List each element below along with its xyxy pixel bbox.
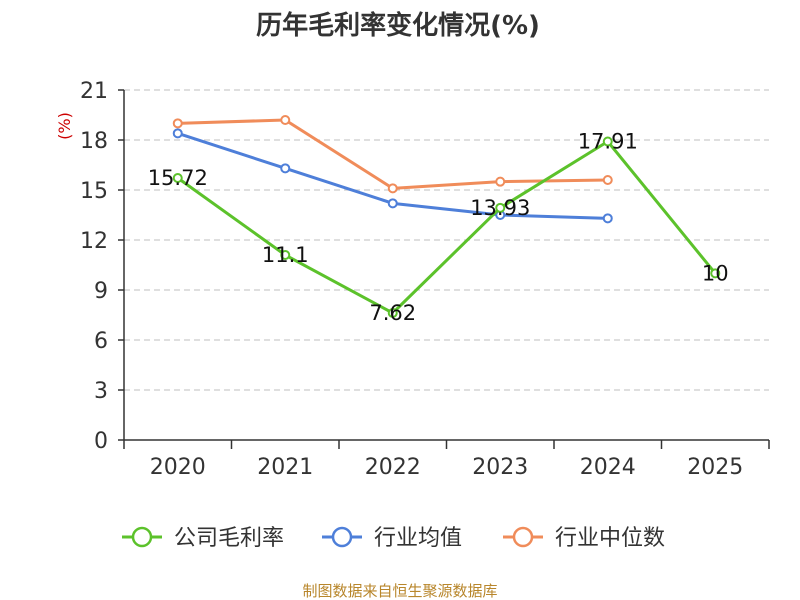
data-point bbox=[387, 183, 398, 194]
data-point bbox=[387, 198, 398, 209]
legend-swatch-marker bbox=[331, 526, 353, 548]
data-label: 7.62 bbox=[369, 301, 416, 325]
data-label: 15.72 bbox=[148, 166, 208, 190]
data-point bbox=[387, 308, 398, 318]
data-label: 13.93 bbox=[470, 196, 530, 220]
x-tick-label: 2022 bbox=[365, 455, 421, 480]
data-point bbox=[495, 176, 506, 187]
series-lines bbox=[172, 115, 721, 318]
data-point bbox=[495, 202, 506, 213]
data-point bbox=[280, 115, 291, 125]
legend-item[interactable]: 公司毛利率 bbox=[122, 526, 284, 551]
legend-item[interactable]: 行业均值 bbox=[322, 526, 462, 551]
data-point bbox=[710, 268, 721, 279]
chart-title: 历年毛利率变化情况(%) bbox=[256, 10, 540, 41]
y-tick-label: 21 bbox=[80, 79, 108, 104]
data-point bbox=[172, 118, 183, 129]
x-tick-label: 2024 bbox=[580, 455, 636, 480]
legend-label: 公司毛利率 bbox=[174, 526, 284, 551]
data-label: 10 bbox=[702, 261, 729, 285]
x-tick-label: 2021 bbox=[257, 455, 313, 480]
y-tick-label: 9 bbox=[94, 279, 108, 304]
data-point bbox=[280, 163, 291, 174]
data-point bbox=[172, 128, 183, 139]
y-tick-label: 6 bbox=[94, 329, 108, 354]
legend-item[interactable]: 行业中位数 bbox=[503, 526, 665, 551]
y-tick-label: 18 bbox=[80, 129, 108, 154]
axes: 0 3 6 9 12 15 18 21 2020 2021 2022 2023 2024 2025 bbox=[80, 79, 770, 480]
y-tick-label: 15 bbox=[80, 179, 108, 204]
y-tick-label: 12 bbox=[80, 229, 108, 254]
data-point bbox=[280, 250, 291, 260]
y-axis-label: (%) bbox=[55, 112, 74, 140]
y-tick-label: 0 bbox=[94, 429, 108, 454]
series-line bbox=[176, 140, 717, 315]
legend-swatch-marker bbox=[131, 526, 153, 548]
legend-swatch-marker bbox=[512, 526, 534, 548]
grid-lines bbox=[124, 89, 769, 391]
data-label: 11.1 bbox=[262, 243, 309, 267]
data-point bbox=[602, 175, 613, 185]
data-labels: 15.72 11.1 7.62 13.93 17.91 10 bbox=[148, 130, 729, 326]
data-point bbox=[172, 173, 183, 183]
source-note: 制图数据来自恒生聚源数据库 bbox=[302, 582, 497, 600]
legend-label: 行业均值 bbox=[374, 526, 462, 551]
data-point bbox=[602, 213, 613, 224]
x-tick-label: 2023 bbox=[472, 455, 528, 480]
x-tick-label: 2020 bbox=[150, 455, 206, 480]
legend[interactable]: 公司毛利率 行业均值 行业中位数 bbox=[122, 526, 665, 551]
data-label: 17.91 bbox=[578, 130, 638, 154]
y-tick-label: 3 bbox=[94, 379, 108, 404]
x-tick-label: 2025 bbox=[687, 455, 743, 480]
data-point bbox=[602, 136, 613, 147]
legend-label: 行业中位数 bbox=[555, 526, 665, 551]
